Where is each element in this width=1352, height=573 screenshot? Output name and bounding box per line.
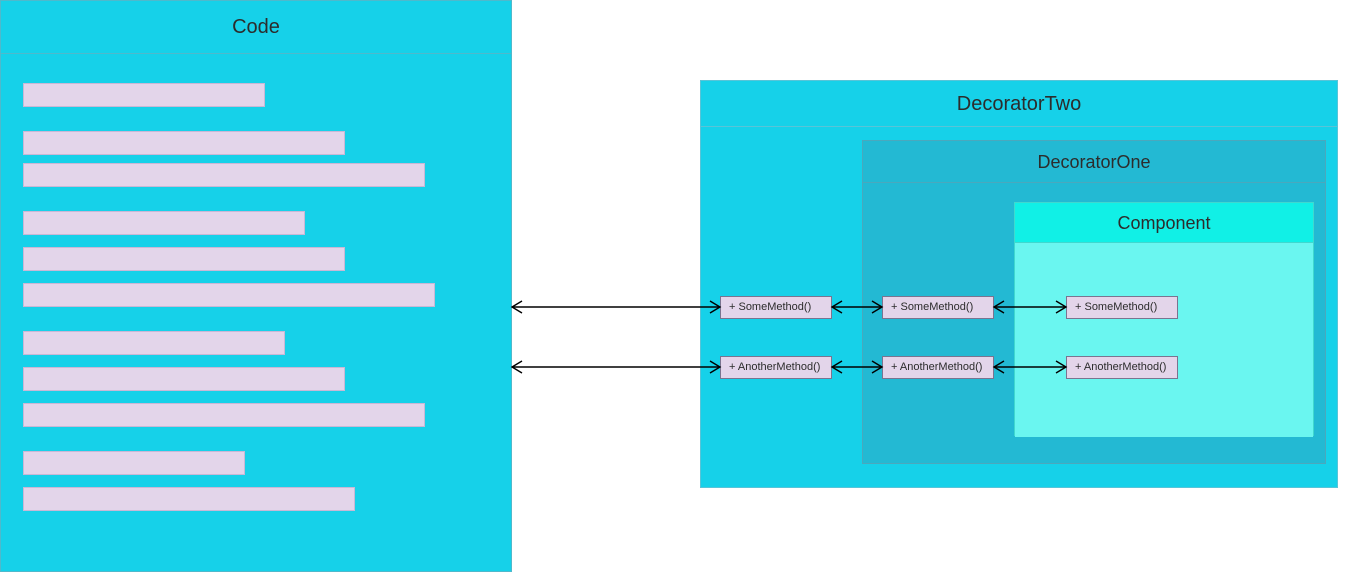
- code-line: [23, 331, 285, 355]
- code-line: [23, 131, 345, 155]
- code-line: [23, 283, 435, 307]
- component-title: Component: [1015, 203, 1313, 243]
- component-body: [1015, 243, 1313, 437]
- component-some-method: + SomeMethod(): [1066, 296, 1178, 319]
- code-panel-title: Code: [1, 1, 511, 54]
- decorator-two-some-method: + SomeMethod(): [720, 296, 832, 319]
- decorator-one-title: DecoratorOne: [863, 141, 1325, 183]
- code-line: [23, 163, 425, 187]
- code-line: [23, 83, 265, 107]
- decorator-two-another-method: + AnotherMethod(): [720, 356, 832, 379]
- code-line: [23, 451, 245, 475]
- code-line: [23, 367, 345, 391]
- code-line: [23, 487, 355, 511]
- component-panel: Component: [1014, 202, 1314, 436]
- code-line: [23, 247, 345, 271]
- code-panel: Code: [0, 0, 512, 572]
- code-line: [23, 403, 425, 427]
- decorator-one-another-method: + AnotherMethod(): [882, 356, 994, 379]
- decorator-one-some-method: + SomeMethod(): [882, 296, 994, 319]
- component-another-method: + AnotherMethod(): [1066, 356, 1178, 379]
- code-line: [23, 211, 305, 235]
- decorator-two-title: DecoratorTwo: [701, 81, 1337, 127]
